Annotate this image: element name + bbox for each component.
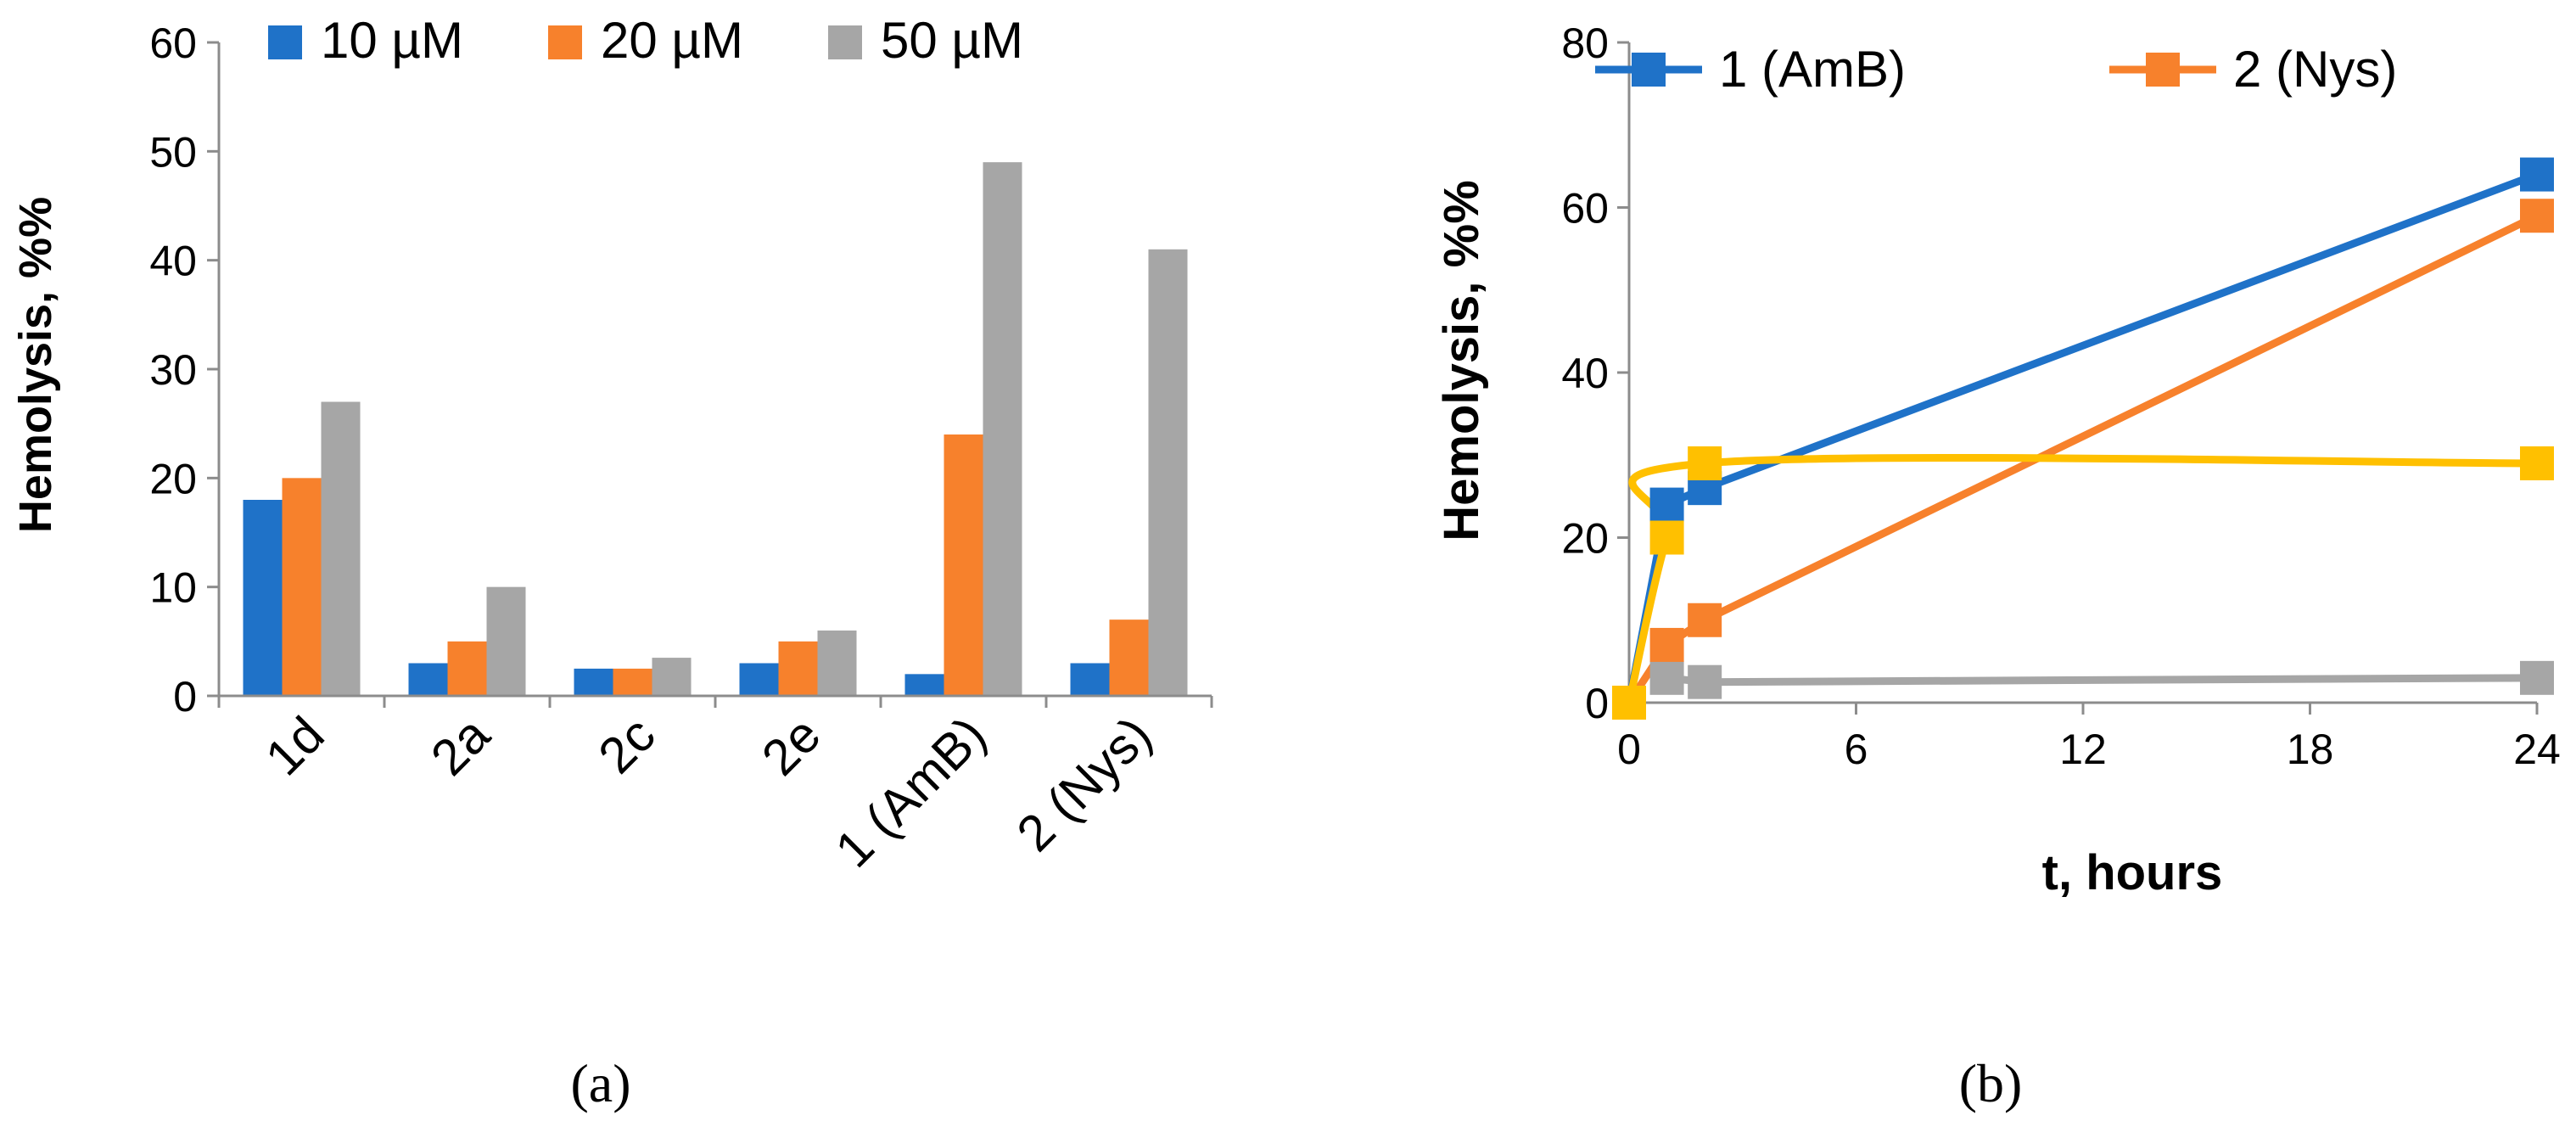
line-y-tick-label: 60 <box>1561 185 1609 233</box>
bar-y-tick-label: 50 <box>149 128 197 176</box>
line-series <box>1625 171 2539 705</box>
line-y-axis-title: Hemolysis, %% <box>1434 180 1489 541</box>
legend-swatch <box>548 25 582 59</box>
line-x-tick-label: 0 <box>1617 726 1641 773</box>
line-y-tick-label: 80 <box>1561 20 1609 67</box>
bar-category-label: 1 (AmB) <box>825 706 997 878</box>
bar <box>574 668 613 696</box>
bar-axis-ticks <box>207 41 1213 708</box>
bar-y-tick-label: 30 <box>149 346 197 394</box>
legend-label: 50 µM <box>881 12 1023 69</box>
series-marker <box>1612 686 1646 720</box>
bar <box>1148 249 1188 696</box>
series-marker <box>2520 446 2554 480</box>
legend-label: 2 (Nys) <box>2233 41 2397 98</box>
line-chart-panel: 0 20 40 60 80 0 6 12 18 24 t, hours Hemolysis, %… <box>1434 20 2561 1113</box>
series-marker <box>2520 199 2554 233</box>
line-y-tick-label: 40 <box>1561 350 1609 397</box>
series-marker <box>1649 520 1684 555</box>
bar-category-label: 1d <box>255 706 335 787</box>
bar <box>778 641 818 696</box>
bar <box>983 162 1022 696</box>
line-axis-ticks <box>1617 41 2539 715</box>
bar-y-axis-title: Hemolysis, %% <box>10 197 61 533</box>
bar-legend: 10 µM 20 µM 50 µM <box>268 12 1023 69</box>
bar <box>1070 663 1110 696</box>
line-x-tick-label: 12 <box>2059 726 2107 773</box>
line-x-tick-labels: 0 6 12 18 24 <box>1617 726 2561 773</box>
line-y-tick-label: 0 <box>1585 680 1609 727</box>
bar <box>944 434 983 696</box>
bar <box>739 663 779 696</box>
bar-category-label: 2 (Nys) <box>1006 706 1162 862</box>
series-marker <box>1649 627 1684 662</box>
series-marker <box>1649 660 1684 695</box>
bar-y-tick-label: 10 <box>149 564 197 612</box>
bar <box>817 631 857 696</box>
legend-marker <box>2146 53 2180 87</box>
bar-y-tick-label: 0 <box>173 673 197 720</box>
series-line <box>1666 674 2538 687</box>
line-x-tick-label: 18 <box>2287 726 2334 773</box>
series-line <box>1625 453 2538 704</box>
legend-swatch <box>268 25 302 59</box>
bar <box>613 668 652 696</box>
legend-label: 10 µM <box>321 12 463 69</box>
bar-series <box>243 162 1188 696</box>
bar-chart-panel: 0 10 20 30 40 50 60 1d 2a 2c 2e1 (AmB) 2 (Nys) Hem… <box>10 12 1213 1113</box>
bar <box>1109 619 1149 696</box>
bar <box>243 500 283 696</box>
series-line <box>1626 212 2539 705</box>
line-x-tick-label: 6 <box>1845 726 1868 773</box>
bar <box>447 641 487 696</box>
legend-swatch <box>828 25 862 59</box>
series-marker <box>2520 660 2554 695</box>
legend-marker <box>1632 53 1666 87</box>
line-y-tick-labels: 0 20 40 60 80 <box>1561 20 1609 727</box>
series-marker <box>1688 664 1722 699</box>
bar-y-tick-labels: 0 10 20 30 40 50 60 <box>149 20 197 720</box>
bar-y-tick-label: 20 <box>149 455 197 502</box>
bar-category-label: 2e <box>751 706 832 787</box>
bar-y-tick-label: 60 <box>149 20 197 67</box>
panel-label-b: (b) <box>1959 1053 2023 1113</box>
legend-label: 20 µM <box>601 12 743 69</box>
line-x-axis-title: t, hours <box>2042 845 2223 900</box>
line-legend: 1 (AmB) 2 (Nys) <box>1595 41 2397 98</box>
series-marker <box>2520 157 2554 192</box>
bar <box>652 658 692 696</box>
series-marker <box>1649 487 1684 522</box>
series-marker <box>1688 603 1722 637</box>
line-x-tick-label: 24 <box>2513 726 2561 773</box>
line-markers <box>1612 157 2554 720</box>
bar-category-label: 2c <box>588 706 666 784</box>
series-marker <box>1688 446 1722 480</box>
bar <box>282 478 322 696</box>
bar-category-label: 2a <box>420 705 501 786</box>
line-y-tick-label: 20 <box>1561 515 1609 563</box>
bar <box>904 674 944 696</box>
bar <box>408 663 448 696</box>
bar <box>321 401 361 696</box>
panel-label-a: (a) <box>570 1053 630 1113</box>
bar-y-tick-label: 40 <box>149 238 197 285</box>
legend-label: 1 (AmB) <box>1719 41 1906 98</box>
bar-category-labels: 1d 2a 2c 2e1 (AmB) 2 (Nys) <box>255 705 1162 877</box>
bar <box>486 586 526 696</box>
